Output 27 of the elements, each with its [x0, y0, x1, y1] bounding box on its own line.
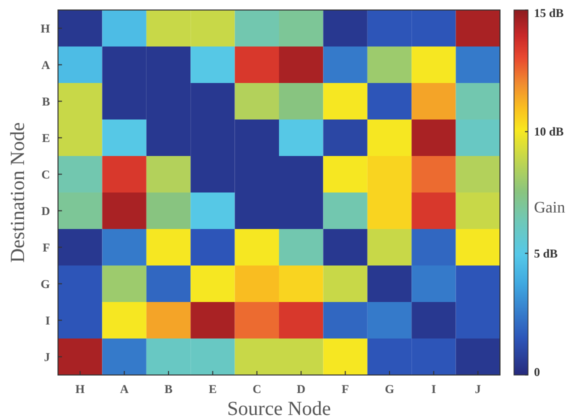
- x-tick-label: F: [342, 382, 349, 396]
- x-tick-label: B: [164, 382, 173, 396]
- color-bar-label: 10 dB: [534, 124, 564, 139]
- color-bar-title: Gain: [534, 200, 566, 216]
- x-axis-title: Source Node: [227, 398, 332, 420]
- x-tick-label: D: [296, 382, 306, 396]
- y-tick-label: E: [42, 130, 50, 145]
- y-tick-label: I: [45, 313, 50, 328]
- x-tick-label: C: [252, 382, 262, 396]
- y-tick-label: J: [44, 350, 50, 364]
- x-tick-label: I: [431, 382, 436, 396]
- color-bar-label: 5 dB: [534, 246, 558, 260]
- y-tick-label: H: [40, 21, 51, 36]
- y-tick-label: B: [42, 94, 50, 108]
- y-tick-label: A: [41, 58, 50, 72]
- x-tick-label: A: [120, 382, 129, 396]
- x-tick-label: H: [75, 382, 86, 396]
- y-tick-label: C: [41, 167, 50, 182]
- x-tick-label: J: [474, 382, 481, 396]
- y-tick-label: D: [41, 204, 50, 218]
- y-axis-title: Destination Node: [7, 122, 29, 263]
- x-tick-label: E: [208, 382, 217, 396]
- y-tick-label: F: [42, 240, 50, 254]
- y-tick-label: G: [40, 276, 50, 291]
- color-bar-label: 0: [534, 365, 540, 379]
- color-bar-label: 15 dB: [534, 6, 564, 20]
- x-tick-label: G: [384, 382, 394, 396]
